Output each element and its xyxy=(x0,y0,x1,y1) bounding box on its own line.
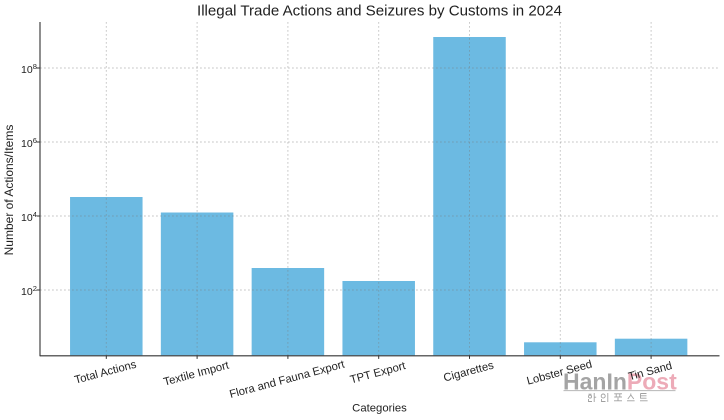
svg-text:Categories: Categories xyxy=(352,402,407,414)
svg-text:HanInPost: HanInPost xyxy=(563,368,677,394)
svg-text:Illegal Trade Actions and Seiz: Illegal Trade Actions and Seizures by Cu… xyxy=(197,2,562,19)
svg-text:Number of Actions/Items: Number of Actions/Items xyxy=(2,125,16,256)
